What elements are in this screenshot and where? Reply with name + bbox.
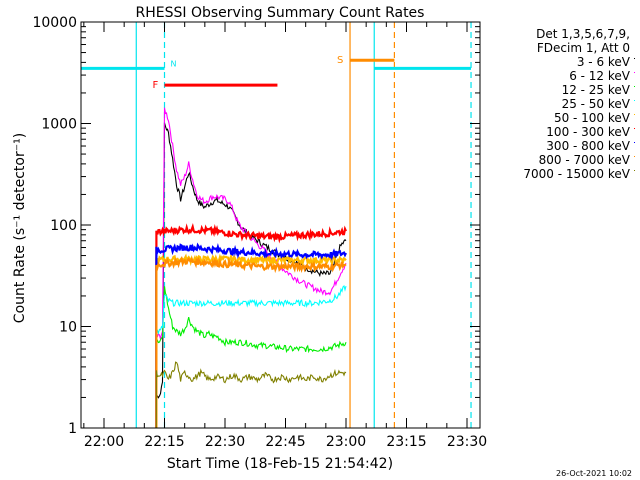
x-tick-label: 23:00: [326, 434, 366, 450]
x-tick-label: 23:15: [386, 434, 426, 450]
x-tick-label: 22:00: [84, 434, 124, 450]
legend-color-dot: [634, 170, 635, 171]
y-axis-label: Count Rate (s⁻¹ detector⁻¹): [12, 133, 28, 323]
axes: 1 10 100 1000 10000 22:00 22:15 22:30 22:45 23:00…: [32, 15, 487, 450]
legend-header-line: FDecim 1, Att 0: [537, 41, 630, 55]
flag-label-saa: S: [337, 55, 343, 66]
series-line-300-800keV: [155, 242, 347, 428]
legend-color-dot: [634, 100, 635, 101]
render-timestamp: 26-Oct-2021 10:02: [556, 469, 632, 478]
legend-entry: 7000 - 15000 keV: [523, 167, 630, 181]
legend-entry: 3 - 6 keV: [577, 55, 631, 69]
series-line-50-100keV: [155, 252, 347, 428]
legend-color-dot: [634, 72, 635, 73]
legend-entry: 25 - 50 keV: [562, 97, 631, 111]
chart-title: RHESSI Observing Summary Count Rates: [136, 5, 425, 21]
plot-area: N F S: [81, 22, 472, 428]
legend-color-dot: [634, 114, 635, 115]
legend-color-dot: [634, 86, 635, 87]
x-tick-label: 22:15: [144, 434, 184, 450]
flag-label-flare: F: [153, 80, 159, 91]
legend-entry: 12 - 25 keV: [562, 83, 631, 97]
y-tick-label: 100: [50, 218, 77, 234]
series-line-100-300keV: [155, 223, 347, 428]
legend-color-dot: [634, 128, 635, 129]
y-tick-label: 10000: [32, 15, 77, 31]
series-line-800-7000keV: [155, 255, 347, 428]
legend-entry: 6 - 12 keV: [569, 69, 631, 83]
legend-header-line: Det 1,3,5,6,7,9,: [536, 27, 630, 41]
series-line-25-50keV: [155, 284, 347, 428]
legend-color-dot: [634, 156, 635, 157]
x-tick-label: 22:45: [265, 434, 305, 450]
x-tick-label: 23:30: [447, 434, 487, 450]
legend: Det 1,3,5,6,7,9,FDecim 1, Att 03 - 6 keV…: [523, 27, 635, 181]
y-tick-label: 10: [59, 320, 77, 336]
plot-frame: [80, 21, 481, 429]
series-line-12-25keV: [155, 286, 347, 428]
legend-color-dot: [634, 58, 635, 59]
x-tick-label: 22:30: [205, 434, 245, 450]
legend-entry: 50 - 100 keV: [554, 111, 631, 125]
flag-label-night: N: [171, 59, 177, 68]
series-line-3-6keV: [155, 122, 347, 428]
legend-entry: 100 - 300 keV: [546, 125, 630, 139]
series-line-7000-15000keV: [155, 361, 347, 428]
legend-entry: 800 - 7000 keV: [539, 153, 631, 167]
legend-color-dot: [634, 142, 635, 143]
legend-entry: 300 - 800 keV: [546, 139, 630, 153]
x-axis-label: Start Time (18-Feb-15 21:54:42): [167, 456, 393, 472]
y-tick-label: 1000: [41, 117, 77, 133]
y-tick-label: 1: [68, 421, 77, 437]
